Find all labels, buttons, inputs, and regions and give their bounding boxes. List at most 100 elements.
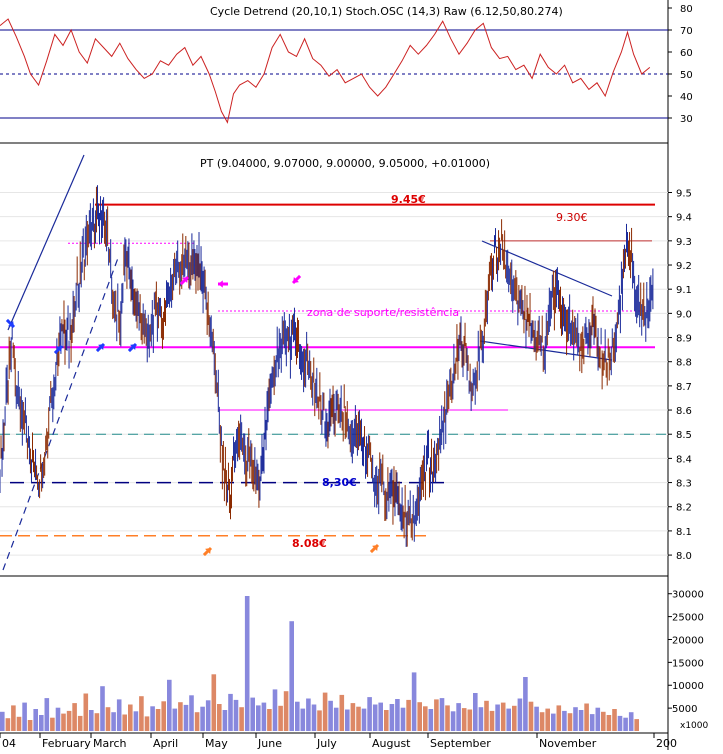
volume-bar (155, 709, 161, 731)
x-tick-label: 200 (656, 737, 677, 750)
volume-bar (456, 703, 461, 731)
volume-bar (83, 693, 89, 731)
volume-bar (556, 705, 562, 731)
volume-bar (211, 674, 217, 731)
volume-bar (178, 702, 183, 731)
volume-bar (534, 706, 539, 731)
volume-tick-label: 5000 (672, 704, 697, 715)
volume-bar (528, 701, 534, 731)
price-panel (0, 154, 668, 571)
volume-tick-label: 10000 (672, 681, 704, 692)
volume-bar (339, 694, 345, 731)
x-tick-label: November (539, 737, 597, 750)
volume-bar (250, 697, 255, 731)
volume-bar (601, 711, 606, 731)
volume-bar (200, 706, 205, 731)
x-tick-label: March (93, 737, 127, 750)
volume-panel (0, 596, 639, 731)
volume-bar (116, 699, 122, 731)
oscillator-panel (0, 18, 668, 124)
x-tick-label: 04 (2, 737, 16, 750)
volume-bar (61, 713, 66, 731)
x-tick-label: April (153, 737, 178, 750)
support-mid-label: 8,30€ (322, 476, 357, 489)
volume-bar (27, 720, 33, 731)
volume-bar (5, 718, 11, 731)
volume-bar (194, 712, 200, 731)
x-tick-label: May (205, 737, 228, 750)
volume-bar (283, 691, 289, 731)
volume-bar (172, 708, 178, 731)
volume-bar (89, 710, 94, 731)
trendline-dashed (2, 257, 119, 571)
volume-bar (66, 710, 72, 731)
volume-bar (278, 705, 283, 731)
price-tick-label: 8.6 (676, 406, 692, 417)
volume-bar (128, 704, 133, 731)
volume-bar (428, 709, 434, 731)
volume-bar (567, 713, 573, 731)
volume-bar (350, 703, 356, 731)
x-tick-label: June (257, 737, 282, 750)
volume-bar (311, 704, 317, 731)
price-tick-label: 8.7 (676, 382, 692, 393)
volume-bar (589, 714, 595, 731)
price-tick-label: 8.9 (676, 334, 692, 345)
volume-bar (400, 707, 406, 731)
volume-bar (378, 702, 383, 731)
support-low-label: 8.08€ (292, 537, 327, 550)
volume-bar (628, 712, 634, 731)
volume-bar (167, 679, 172, 731)
volume-bar (617, 715, 623, 731)
volume-bar (272, 689, 278, 731)
volume-bar (100, 686, 105, 731)
volume-bar (50, 717, 55, 731)
wedge-lower-line (479, 340, 613, 361)
volume-bar (261, 702, 267, 731)
osc-tick-label: 40 (680, 92, 693, 103)
volume-bar (295, 701, 300, 731)
volume-bar (467, 709, 473, 731)
volume-bar (500, 702, 506, 731)
osc-tick-label: 30 (680, 114, 693, 125)
axes: 30 40 50 60 70 80 8.0 8.1 8.2 8.3 8.4 8.5 8.6 8.7 8.8 8… (0, 4, 704, 750)
price-tick-label: 9.3 (676, 237, 692, 248)
x-tick-label: August (372, 737, 411, 750)
price-tick-label: 8.1 (676, 527, 692, 538)
volume-bar (612, 709, 617, 731)
volume-bar (11, 705, 16, 731)
volume-tick-label: 20000 (672, 635, 704, 646)
volume-tick-label: 30000 (672, 590, 704, 601)
price-tick-label: 8.5 (676, 430, 692, 441)
volume-bar (150, 706, 155, 731)
volume-bar (317, 710, 322, 731)
volume-bar (389, 704, 395, 731)
volume-bar (372, 704, 378, 731)
volume-bar (300, 708, 306, 731)
volume-bar (233, 699, 239, 731)
volume-bar (573, 707, 578, 731)
price-tick-label: 9.2 (676, 261, 692, 272)
volume-bar (506, 708, 511, 731)
x-tick-label: February (42, 737, 91, 750)
volume-bar (395, 699, 400, 731)
volume-bar (562, 710, 567, 731)
volume-bar (345, 709, 350, 731)
indicator-header: Cycle Detrend (20,10,1) Stoch.OSC (14,3)… (210, 5, 563, 18)
volume-bar (55, 707, 61, 731)
volume-bar (539, 712, 545, 731)
osc-tick-label: 80 (680, 4, 693, 15)
volume-bar (495, 704, 500, 731)
orange-arrow-head (205, 548, 211, 554)
volume-bar (584, 703, 589, 731)
volume-bar (306, 698, 311, 731)
volume-bar (222, 710, 228, 731)
volume-bar (0, 711, 5, 731)
volume-bar (406, 699, 411, 731)
orange-arrow-head (372, 545, 378, 551)
volume-bar (161, 701, 166, 731)
price-header: PT (9.04000, 9.07000, 9.00000, 9.05000, … (200, 157, 490, 170)
volume-bar (44, 698, 50, 731)
blue-arrow-head (8, 321, 14, 327)
blue-arrow-head (130, 344, 136, 350)
